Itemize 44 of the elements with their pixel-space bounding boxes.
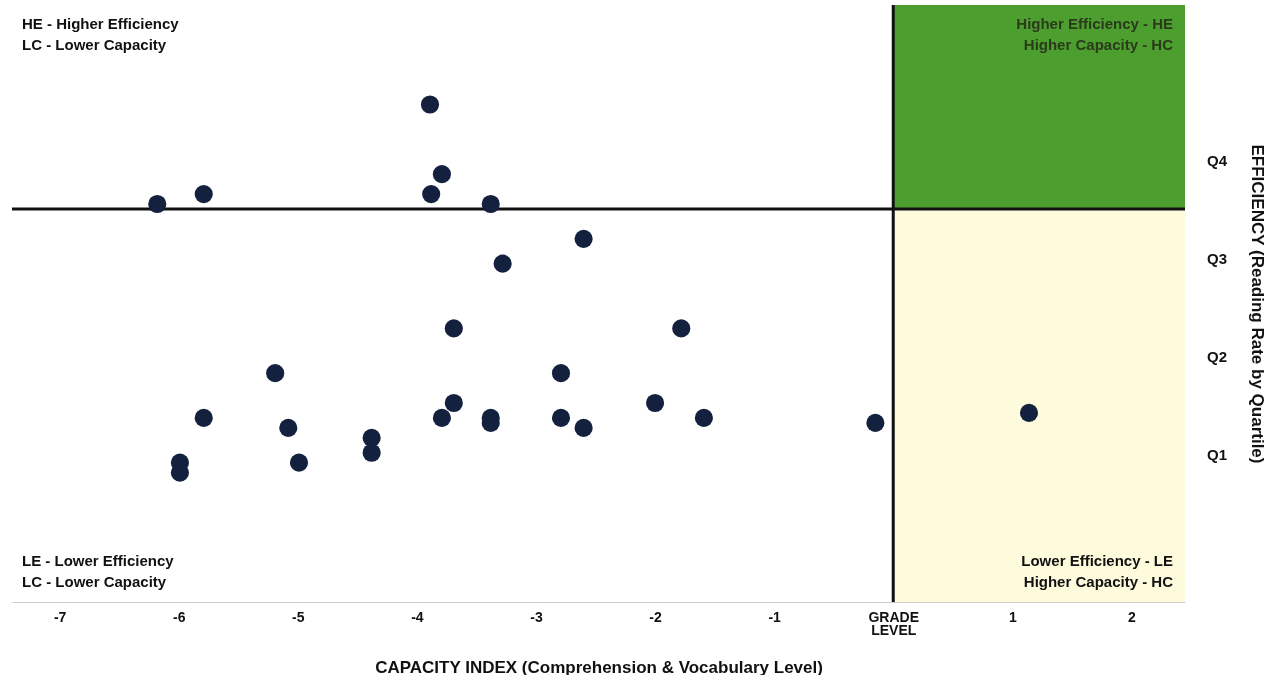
text: Q1	[1207, 446, 1228, 464]
point	[866, 413, 885, 432]
x-tick-label: -4	[411, 608, 424, 625]
point	[194, 408, 213, 427]
point	[444, 319, 463, 338]
point	[194, 184, 213, 204]
text: Higher Efficiency - HE Higher Capacity - HC	[1016, 15, 1174, 53]
point	[422, 184, 441, 204]
point	[481, 194, 500, 214]
point	[1019, 403, 1039, 423]
point	[551, 364, 571, 383]
point	[432, 408, 451, 427]
point	[420, 95, 440, 114]
point	[551, 408, 571, 427]
point	[574, 418, 593, 437]
point	[444, 393, 463, 413]
point	[362, 428, 381, 447]
point	[493, 254, 512, 273]
y-axis-title: EFFICIENCY (Reading Rate by Quartile)	[1247, 144, 1267, 464]
annotation: LE - Lower Efficiency LC - Lower Capacity	[22, 552, 175, 590]
point	[645, 393, 665, 413]
point	[279, 418, 298, 437]
x-tick-label: -2	[649, 608, 662, 625]
point	[266, 364, 285, 383]
point	[148, 194, 167, 214]
annotation: Lower Efficiency - LE Higher Capacity - HC	[1021, 552, 1174, 590]
text: HE - Higher Efficiency LC - Lower Capacity	[22, 15, 180, 53]
point	[694, 408, 713, 427]
x-tick-label: 1	[1008, 608, 1017, 625]
x-tick-label: 2	[1128, 608, 1137, 625]
text: Q4	[1207, 152, 1228, 170]
x-tick-label: -6	[172, 608, 186, 625]
x-tick-label: GRADE LEVEL	[868, 608, 920, 638]
point	[362, 443, 381, 462]
x-tick-label: -1	[768, 608, 782, 625]
point	[672, 319, 691, 338]
x-tick-label: -7	[53, 608, 67, 625]
point	[432, 165, 451, 184]
text: Q3	[1207, 250, 1228, 268]
x-tick-label: -5	[292, 608, 305, 625]
x-tick-label: -3	[530, 608, 543, 625]
point	[574, 229, 593, 248]
text: Q2	[1207, 348, 1228, 366]
point	[289, 453, 309, 472]
